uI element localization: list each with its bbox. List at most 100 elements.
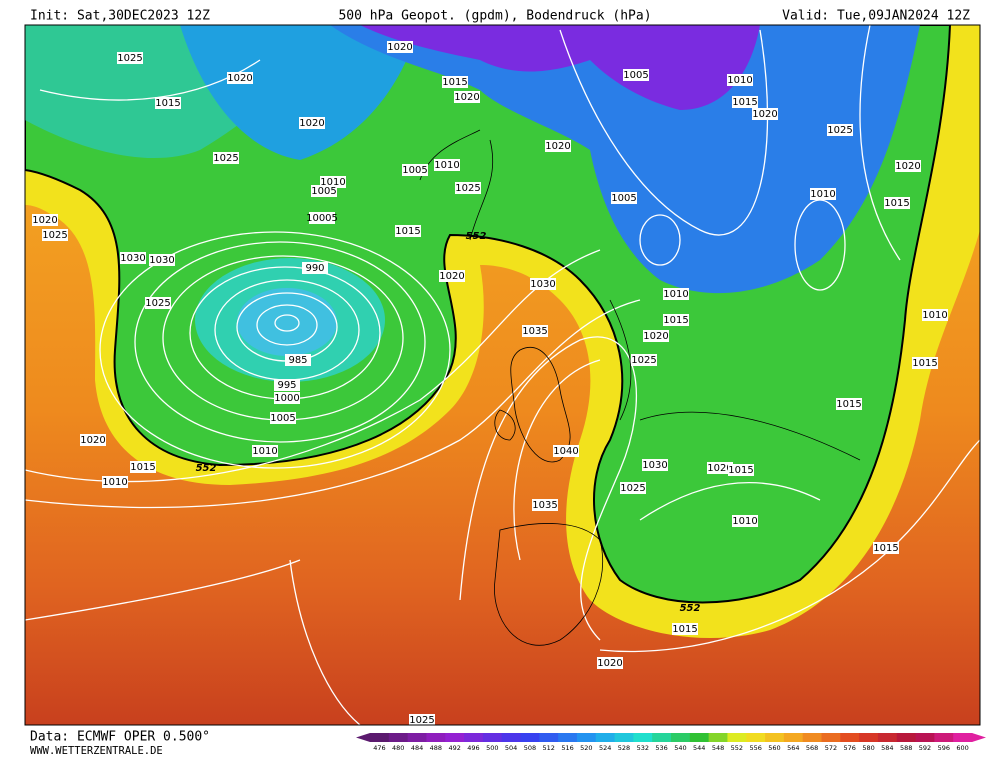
isobar-value: 1010 <box>922 310 947 321</box>
isobar-label: 1025 <box>620 482 646 494</box>
isobar-value: 1005 <box>270 413 295 424</box>
blue-field <box>330 25 920 294</box>
colorbar-swatch <box>576 733 597 742</box>
label-box <box>836 398 862 410</box>
isobar-label: 1015 <box>836 398 862 410</box>
isobar-value: 1020 <box>752 109 777 120</box>
colorbar-tick-label: 576 <box>844 744 856 752</box>
colorbar-swatch <box>953 733 973 742</box>
isobar-value: 1025 <box>455 183 480 194</box>
isobar-value: 1015 <box>155 98 180 109</box>
isobar-value: 1020 <box>80 435 105 446</box>
label-box <box>227 72 253 84</box>
label-box <box>530 278 556 290</box>
colorbar-tick-label: 488 <box>430 744 442 752</box>
label-box <box>707 462 733 474</box>
isobar-value: 1025 <box>409 715 434 726</box>
label-box <box>732 515 758 527</box>
label-box <box>120 252 146 264</box>
isobar-label: 1005 <box>611 192 637 204</box>
isobar-label: 1020 <box>545 140 571 152</box>
isobar-label: 1010 <box>727 74 753 86</box>
isobar-label: 1035 <box>522 325 548 337</box>
colorbar-tick-label: 476 <box>373 744 385 752</box>
colorbar-swatch <box>633 733 653 742</box>
purple-field <box>360 25 760 110</box>
colorbar-swatch <box>539 733 559 742</box>
label-box <box>442 76 468 88</box>
isobar-value: 1015 <box>663 315 688 326</box>
isobar-label: 995 <box>274 379 300 391</box>
colorbar-tick-label: 528 <box>618 744 630 752</box>
isobar-label: 1005 <box>270 412 296 424</box>
isobar-value: 985 <box>288 355 307 366</box>
isobar-label: 1005 <box>311 185 337 197</box>
isobar-value: 1020 <box>707 463 732 474</box>
colorbar-tick-label: 564 <box>787 744 799 752</box>
contour-label: 552 <box>466 231 487 242</box>
isobar-value: 1025 <box>117 53 142 64</box>
label-box <box>130 461 156 473</box>
isobar-label: 1030 <box>530 278 556 290</box>
isobar-label: 1010 <box>102 476 128 488</box>
colorbar-tick-label: 480 <box>392 744 404 752</box>
isobar-label: 1020 <box>439 270 465 282</box>
colorbar-swatch <box>426 733 446 742</box>
isobar-label: 1020 <box>227 72 253 84</box>
isobar-value: 1010 <box>810 189 835 200</box>
colorbar-tick-label: 584 <box>881 744 893 752</box>
isobar-value: 1010 <box>434 160 459 171</box>
colorbar-swatch <box>765 733 785 742</box>
isobar-value: 1005 <box>402 165 427 176</box>
label-box <box>810 188 836 200</box>
label-box <box>299 117 325 129</box>
isobar-value: 1030 <box>149 255 174 266</box>
label-box <box>620 482 646 494</box>
isobar-label: 1005 <box>402 164 428 176</box>
label-box <box>409 714 435 725</box>
isobar-value: 1015 <box>130 462 155 473</box>
colorbar-swatch <box>595 733 616 742</box>
label-box <box>752 108 778 120</box>
isobar-value: 1020 <box>454 92 479 103</box>
colorbar-tick-label: 544 <box>693 744 705 752</box>
label-box <box>149 254 175 266</box>
isobar-value: 1030 <box>120 253 145 264</box>
isobar-label: 1010 <box>434 159 460 171</box>
isobar-label: 1015 <box>442 76 468 88</box>
colorbar-tick-label: 556 <box>749 744 761 752</box>
isobar-value: 10005 <box>306 213 338 224</box>
isobar-label: 1020 <box>299 117 325 129</box>
isobar-label: 1030 <box>120 252 146 264</box>
colorbar: 476 480 484 488 492 496 500 504 508 512 516 520 524 5… <box>356 733 986 752</box>
isobar-label: 1015 <box>728 464 754 476</box>
label-box <box>663 288 689 300</box>
isobar-label: 1035 <box>532 499 558 511</box>
isobar-label: 1025 <box>213 152 239 164</box>
colorbar-swatch <box>652 733 672 742</box>
label-box <box>402 164 428 176</box>
colorbar-swatch <box>501 733 521 742</box>
label-box <box>117 52 143 64</box>
label-box <box>439 270 465 282</box>
colorbar-tick-label: 500 <box>486 744 498 752</box>
isobar-value: 1010 <box>727 75 752 86</box>
colorbar-swatch <box>370 733 390 742</box>
isobar-label: 1030 <box>642 459 668 471</box>
isobar-value: 1030 <box>642 460 667 471</box>
colorbar-tick-label: 524 <box>599 744 611 752</box>
colorbar-tick-label: 568 <box>806 744 818 752</box>
isobar-value: 1035 <box>532 500 557 511</box>
label-box <box>884 197 910 209</box>
label-box <box>597 657 623 669</box>
colorbar-tick-label: 588 <box>900 744 912 752</box>
isobar-label: 1005 <box>623 69 649 81</box>
isobar-label: 1020 <box>707 462 733 474</box>
label-box <box>532 499 558 511</box>
label-box <box>274 379 300 391</box>
isobar-label: 1015 <box>672 623 698 635</box>
low-core <box>237 288 337 356</box>
blue-field <box>180 25 420 160</box>
isobar-label: 1020 <box>454 91 480 103</box>
